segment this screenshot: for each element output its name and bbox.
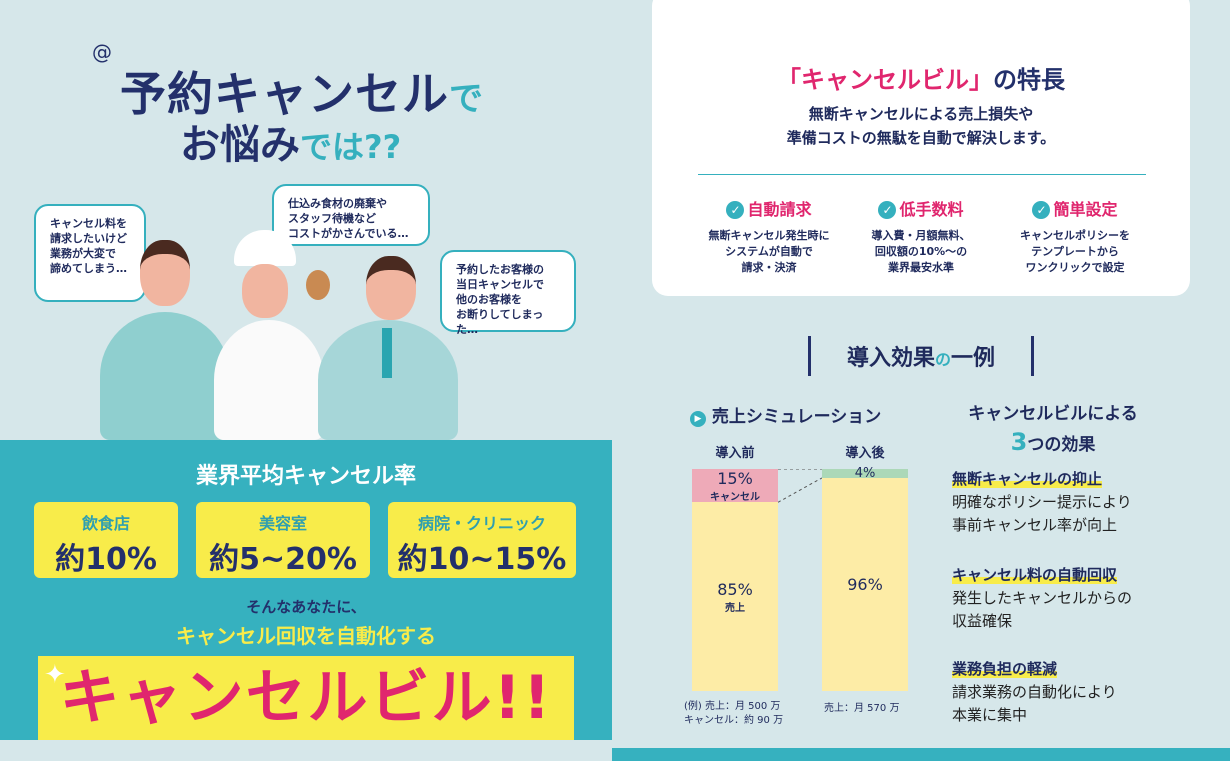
effect-item-desc: 請求業務の自動化により 本業に集中 bbox=[952, 683, 1117, 724]
headline-line2: お悩みでは?? bbox=[180, 112, 401, 170]
cta-line2: キャンセル回収を自動化する bbox=[176, 624, 436, 648]
data-label-sub: 売上 bbox=[725, 602, 745, 614]
features-card bbox=[652, 0, 1190, 296]
speech-bubble: 仕込み食材の廃棄や スタッフ待機など コストがかさんでいる… bbox=[272, 184, 430, 246]
cancel-rate-title: 業界平均キャンセル率 bbox=[195, 464, 416, 489]
effect-item: キャンセル料の自動回収発生したキャンセルからの 収益確保 bbox=[952, 564, 1192, 633]
effect-title-no: の bbox=[934, 350, 951, 369]
effect-item-desc: 明確なポリシー提示により 事前キャンセル率が向上 bbox=[952, 493, 1132, 534]
bar-label-before: 導入前 bbox=[715, 446, 755, 461]
bar-after: 4% 96% bbox=[822, 465, 908, 691]
bar-segment-sales: 85% 売上 bbox=[692, 502, 778, 691]
rate-card-restaurant: 飲食店約10% bbox=[34, 502, 178, 578]
data-label: 96% bbox=[847, 574, 883, 594]
play-icon: ▶ bbox=[690, 411, 706, 427]
features-title: 「キャンセルビル」の特長 bbox=[652, 60, 1190, 95]
check-icon: ✓ bbox=[878, 201, 897, 219]
illustration-chef bbox=[214, 230, 330, 440]
bar-segment-cancel: 15% キャンセル bbox=[692, 468, 778, 503]
feature-item: ✓ 簡単設定キャンセルポリシーを テンプレートから ワンクリックで設定 bbox=[990, 196, 1160, 276]
product-name-banner: キャンセルビル!! bbox=[38, 656, 574, 740]
speech-bubble: 予約したお客様の 当日キャンセルで 他のお客様を お断りしてしまった… bbox=[440, 250, 576, 336]
effect-item: 無断キャンセルの抑止明確なポリシー提示により 事前キャンセル率が向上 bbox=[952, 468, 1192, 537]
chart-note-after: 売上：月 570 万 bbox=[824, 703, 900, 714]
feature-title: 自動請求 bbox=[747, 200, 812, 219]
sparkle-icon: ✦ bbox=[44, 660, 66, 690]
connector-lines bbox=[778, 469, 822, 503]
check-icon: ✓ bbox=[1032, 201, 1051, 219]
headline-suffix: で bbox=[449, 79, 484, 119]
chart-note-before: (例) 売上：月 500 万 キャンセル：約 90 万 bbox=[684, 701, 784, 726]
feature-desc: 導入費・月額無料、 回収額の10%～の 業界最安水準 bbox=[871, 229, 971, 274]
bar-segment-sales: 96% bbox=[822, 477, 908, 691]
chart-title: ▶ 売上シミュレーション bbox=[690, 402, 881, 427]
three-title-num: 3 bbox=[1010, 428, 1028, 456]
features-title-suffix: の特長 bbox=[993, 66, 1065, 94]
bar-segment-cancel: 4% bbox=[822, 465, 908, 481]
effect-title-main2: 一例 bbox=[951, 346, 996, 371]
rate-card-clinic: 病院・クリニック約10~15% bbox=[388, 502, 576, 578]
effect-title-main: 導入効果 bbox=[846, 346, 935, 371]
bar-before: 15% キャンセル 85% 売上 bbox=[692, 469, 778, 691]
features-desc: 無断キャンセルによる売上損失や 準備コストの無駄を自動で解決します。 bbox=[786, 105, 1056, 147]
check-icon: ✓ bbox=[726, 201, 745, 219]
rate-name: 美容室 bbox=[258, 514, 307, 533]
rate-card-salon: 美容室約5~20% bbox=[196, 502, 370, 578]
feature-item: ✓ 低手数料導入費・月額無料、 回収額の10%～の 業界最安水準 bbox=[836, 196, 1006, 276]
cta-line1: そんなあなたに、 bbox=[246, 598, 366, 616]
effect-item-title: キャンセル料の自動回収 bbox=[952, 566, 1118, 584]
data-label-sub: キャンセル bbox=[710, 491, 760, 503]
three-title-line1: キャンセルビルによる bbox=[968, 404, 1138, 424]
features-title-product: 「キャンセルビル」 bbox=[777, 66, 993, 94]
illustration-businessman bbox=[318, 256, 458, 440]
divider bbox=[698, 174, 1146, 175]
headline-line1: 予約キャンセルで bbox=[120, 58, 484, 124]
feature-desc: キャンセルポリシーを テンプレートから ワンクリックで設定 bbox=[1020, 229, 1130, 274]
rate-name: 飲食店 bbox=[81, 514, 130, 533]
speech-bubble: キャンセル料を 請求したいけど 業務が大変で 諦めてしまう… bbox=[34, 204, 146, 302]
three-effects-title: キャンセルビルによる 3つの効果 bbox=[948, 400, 1158, 459]
headline-main: 予約キャンセル bbox=[120, 67, 449, 121]
rate-value: 約10% bbox=[55, 542, 157, 577]
headline-main2: お悩み bbox=[180, 122, 300, 168]
headline-suffix2: では?? bbox=[300, 128, 402, 166]
data-label: 85% bbox=[717, 579, 753, 599]
effect-item-title: 無断キャンセルの抑止 bbox=[952, 470, 1103, 488]
data-label: 15% bbox=[717, 468, 753, 488]
bottom-strip bbox=[612, 748, 1230, 761]
bar-label-after: 導入後 bbox=[845, 446, 885, 461]
data-label: 4% bbox=[854, 465, 876, 481]
illustration-doctor bbox=[100, 240, 230, 440]
swirl-icon: @ bbox=[92, 40, 112, 64]
effect-title: 導入効果の一例 bbox=[808, 336, 1034, 376]
effect-item-desc: 発生したキャンセルからの 収益確保 bbox=[952, 589, 1133, 630]
effect-item-title: 業務負担の軽減 bbox=[952, 660, 1058, 678]
rate-value: 約10~15% bbox=[397, 542, 567, 577]
three-title-line2: つの効果 bbox=[1027, 435, 1096, 455]
feature-desc: 無断キャンセル発生時に システムが自動で 請求・決済 bbox=[708, 229, 830, 274]
feature-item: ✓ 自動請求無断キャンセル発生時に システムが自動で 請求・決済 bbox=[684, 196, 854, 276]
feature-title: 低手数料 bbox=[899, 200, 964, 219]
chart-title-text: 売上シミュレーション bbox=[711, 407, 882, 427]
rate-name: 病院・クリニック bbox=[417, 514, 546, 533]
feature-title: 簡単設定 bbox=[1053, 200, 1118, 219]
rate-value: 約5~20% bbox=[209, 542, 357, 577]
effect-item: 業務負担の軽減請求業務の自動化により 本業に集中 bbox=[952, 658, 1192, 727]
